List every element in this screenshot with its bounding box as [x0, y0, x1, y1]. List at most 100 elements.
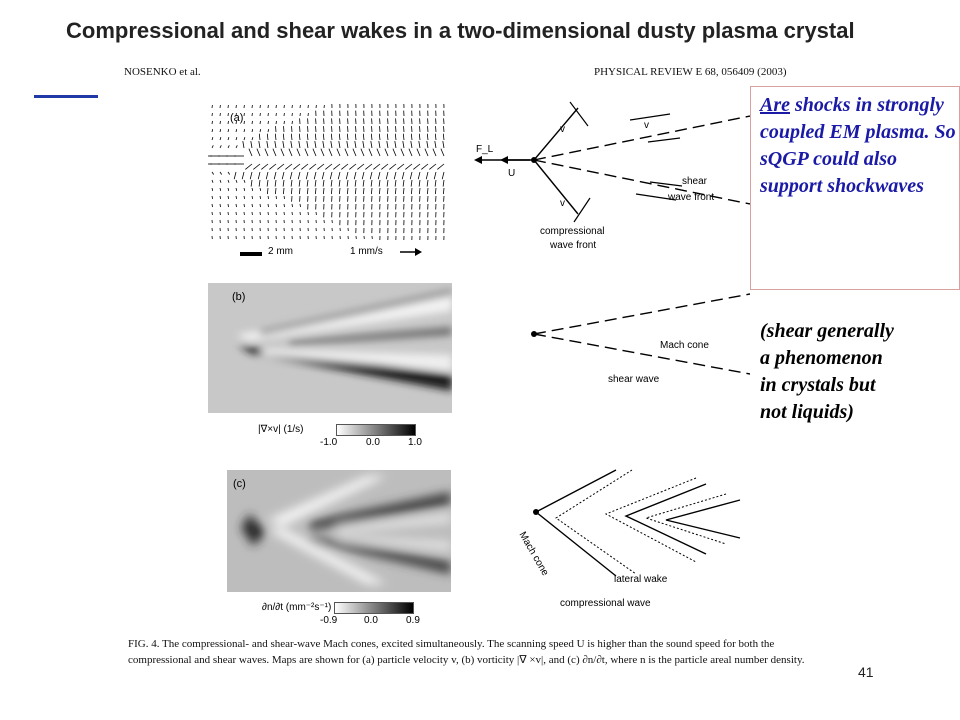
velocity-vector [402, 133, 405, 141]
velocity-vector [211, 120, 213, 125]
velocity-vector [419, 126, 421, 133]
callout-body: shocks in strongly coupled EM plasma. So… [760, 94, 956, 197]
velocity-vector [410, 179, 413, 187]
velocity-vector [235, 120, 237, 125]
velocity-vector [273, 171, 277, 180]
velocity-vector [416, 148, 421, 157]
velocity-vector [264, 148, 269, 157]
velocity-vector [275, 120, 277, 125]
velocity-vector [314, 133, 317, 141]
velocity-vector [258, 141, 261, 149]
velocity-vector [315, 126, 317, 133]
diagram-a-v-right: v [644, 120, 649, 131]
velocity-vector [368, 148, 373, 157]
velocity-vector [338, 179, 341, 187]
velocity-vector [251, 120, 253, 125]
velocity-vector [219, 203, 221, 208]
velocity-scale-label: 1 mm/s [350, 246, 383, 257]
diagram-a-velocity-label: U [508, 168, 516, 179]
diagram-a-shear-front-label: wave front [668, 192, 715, 203]
velocity-vector [251, 136, 254, 141]
velocity-vector [353, 171, 357, 180]
velocity-vector [347, 126, 349, 133]
velocity-vector [337, 171, 341, 180]
velocity-vector [259, 203, 261, 208]
velocity-vector [219, 187, 222, 191]
velocity-vector [211, 171, 215, 175]
velocity-vector [347, 187, 349, 195]
velocity-vector [243, 136, 246, 141]
velocity-vector [235, 129, 238, 133]
velocity-vector [344, 148, 349, 157]
velocity-vector [305, 171, 309, 180]
velocity-vector [242, 141, 245, 149]
velocity-vector [266, 133, 269, 141]
velocity-vector [363, 126, 365, 133]
velocity-vector [421, 163, 429, 170]
velocity-vector-field [202, 102, 452, 242]
callout-text: Are shocks in strongly coupled EM plasma… [760, 92, 960, 200]
velocity-vector [323, 187, 325, 195]
velocity-vector [442, 141, 445, 149]
velocity-vector [290, 133, 293, 141]
velocity-vector [250, 141, 253, 149]
velocity-vector [211, 179, 214, 183]
velocity-vector [410, 133, 413, 141]
colorbar-c-label: ∂n/∂t (mm⁻²s⁻¹) [262, 602, 332, 613]
velocity-vector [354, 133, 357, 141]
velocity-vector [227, 129, 230, 133]
velocity-vector [429, 163, 437, 170]
density-rate-image [227, 470, 451, 592]
velocity-vector [330, 141, 333, 149]
velocity-vector [251, 129, 254, 133]
velocity-vector [411, 187, 413, 195]
velocity-vector [362, 141, 365, 149]
velocity-vector [235, 179, 238, 183]
panel-b-vorticity-map: (b) [208, 283, 452, 413]
velocity-vector [267, 187, 269, 195]
hyperlink-underline[interactable] [34, 95, 98, 98]
velocity-vector [219, 179, 222, 183]
velocity-vector [227, 187, 230, 191]
velocity-vector [227, 171, 231, 175]
velocity-vector [267, 129, 270, 133]
velocity-vector [378, 133, 381, 141]
velocity-vector [424, 148, 429, 157]
diagram-c-compressional-wave-label: compressional wave [560, 598, 651, 609]
velocity-vector [405, 163, 413, 170]
velocity-vector [346, 179, 349, 187]
velocity-vector [418, 179, 421, 187]
velocity-vector [377, 171, 381, 180]
velocity-vector [293, 163, 301, 170]
velocity-vector [235, 145, 238, 149]
velocity-vector [378, 179, 381, 187]
velocity-vector [290, 179, 293, 187]
velocity-vector [256, 148, 261, 157]
callout-link[interactable]: Are [760, 94, 790, 116]
velocity-vector [339, 126, 341, 133]
velocity-vector [283, 187, 285, 195]
velocity-vector [379, 187, 381, 195]
velocity-vector [259, 187, 262, 191]
velocity-vector [211, 203, 213, 208]
velocity-vector [243, 203, 245, 208]
velocity-vector [248, 148, 253, 157]
velocity-vector [370, 179, 373, 187]
velocity-vector [355, 126, 357, 133]
velocity-vector [251, 187, 254, 191]
colorbar-c-tick-min: -0.9 [320, 615, 338, 626]
velocity-vector [401, 171, 405, 180]
velocity-vector [267, 195, 269, 199]
velocity-vector [427, 126, 429, 133]
velocity-vector [282, 133, 285, 141]
velocity-vector [360, 148, 365, 157]
velocity-vector [267, 120, 269, 125]
velocity-vector [386, 133, 389, 141]
velocity-vector [410, 141, 413, 149]
panel-c-label: (c) [233, 478, 246, 490]
velocity-scale-arrow [400, 248, 422, 256]
velocity-vector [346, 133, 349, 141]
velocity-vector [219, 145, 222, 149]
paper-authors: NOSENKO et al. [124, 66, 201, 78]
velocity-vector [379, 126, 381, 133]
